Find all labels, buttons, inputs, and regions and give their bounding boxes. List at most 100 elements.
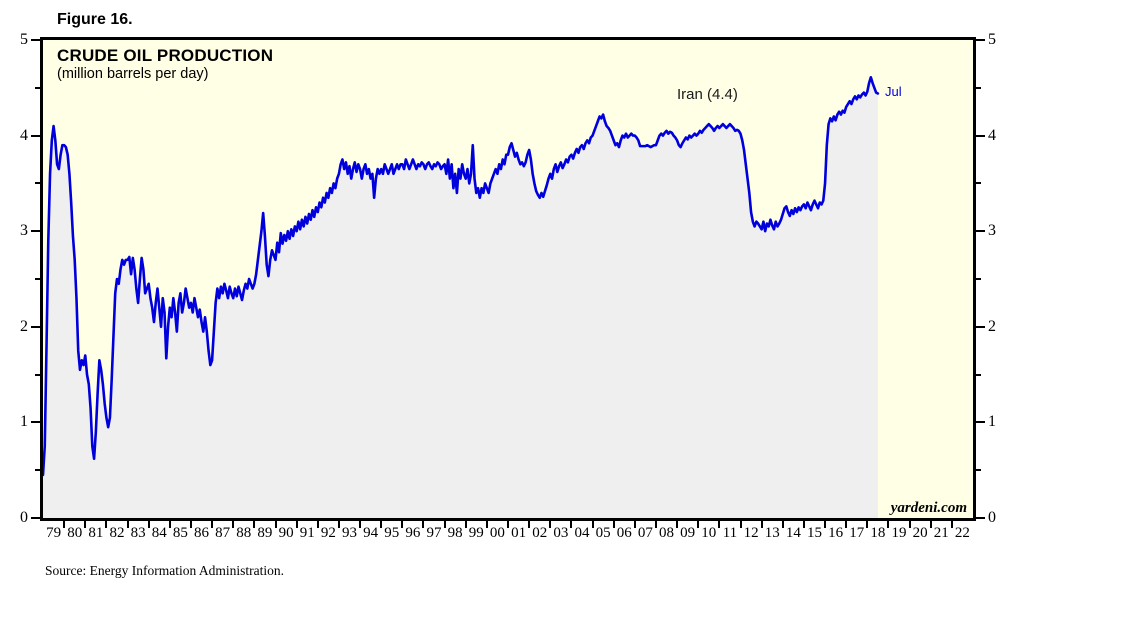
x-axis-tick <box>485 521 488 528</box>
x-axis-tick <box>887 521 890 528</box>
x-axis-year-label: 99 <box>468 525 484 541</box>
x-axis-year-label: 91 <box>299 525 315 541</box>
x-axis-tick <box>654 521 657 528</box>
x-axis-tick <box>739 521 742 528</box>
x-axis-tick <box>443 521 446 528</box>
series-annotation-iran: Iran (4.4) <box>677 86 738 103</box>
y-axis-label-left: 5 <box>20 31 28 48</box>
y-axis-minor-tick <box>976 182 981 185</box>
x-axis-year-label: 20 <box>912 525 928 541</box>
y-axis-major-tick <box>31 325 40 328</box>
x-axis-year-label: 22 <box>954 525 970 541</box>
x-axis-year-label: 79 <box>46 525 62 541</box>
x-axis-tick <box>422 521 425 528</box>
y-axis-label-right: 4 <box>988 126 996 144</box>
y-axis-minor-tick <box>976 86 981 89</box>
x-axis-year-label: 09 <box>680 525 696 541</box>
x-axis-tick <box>147 521 150 528</box>
y-axis-label-left: 1 <box>20 413 28 431</box>
x-axis-year-label: 17 <box>849 525 865 541</box>
x-axis-year-label: 12 <box>743 525 759 541</box>
x-axis-tick <box>295 521 298 528</box>
x-axis-tick <box>866 521 869 528</box>
y-axis-minor-tick <box>35 86 40 89</box>
y-axis-minor-tick <box>35 373 40 376</box>
x-axis-tick <box>824 521 827 528</box>
x-axis-tick <box>84 521 87 528</box>
x-axis-year-label: 18 <box>870 525 886 541</box>
x-axis-year-label: 92 <box>320 525 336 541</box>
x-axis-year-label: 04 <box>574 525 590 541</box>
x-axis-year-label: 85 <box>172 525 188 541</box>
y-axis-minor-tick <box>35 278 40 280</box>
x-axis-year-label: 05 <box>595 525 611 541</box>
x-axis-year-label: 06 <box>616 525 632 541</box>
x-axis-tick <box>908 521 911 528</box>
x-axis-tick <box>464 521 467 528</box>
y-axis-major-tick <box>976 39 985 41</box>
x-axis-tick <box>802 521 805 528</box>
x-axis-year-label: 80 <box>67 525 83 541</box>
chart-subtitle: (million barrels per day) <box>57 66 209 82</box>
y-axis-label-left: 0 <box>20 509 28 526</box>
x-axis-year-label: 94 <box>363 525 379 541</box>
area-fill <box>43 77 878 518</box>
x-axis-year-label: 90 <box>278 525 294 541</box>
x-axis-year-label: 16 <box>828 525 844 541</box>
x-axis-year-label: 88 <box>236 525 252 541</box>
y-axis-label-right: 5 <box>988 31 996 48</box>
x-axis-year-label: 03 <box>553 525 569 541</box>
x-axis-year-label: 01 <box>511 525 527 541</box>
y-axis-major-tick <box>31 39 40 41</box>
x-axis-tick <box>781 521 784 528</box>
x-axis-tick <box>380 521 383 528</box>
x-axis-year-label: 97 <box>426 525 442 541</box>
x-axis-tick <box>549 521 552 528</box>
x-axis-tick <box>168 521 171 528</box>
y-axis-label-right: 1 <box>988 413 996 431</box>
x-axis-year-label: 83 <box>130 525 146 541</box>
x-axis-year-label: 07 <box>637 525 653 541</box>
x-axis-tick <box>760 521 763 528</box>
production-line <box>43 75 880 477</box>
x-axis-tick <box>274 521 277 528</box>
x-axis-tick <box>105 521 108 528</box>
x-axis-tick <box>612 521 615 528</box>
x-axis-tick <box>570 521 573 528</box>
x-axis-tick <box>189 521 192 528</box>
x-axis-year-label: 95 <box>384 525 400 541</box>
y-axis-minor-tick <box>976 373 981 376</box>
x-axis-tick <box>718 521 721 528</box>
x-axis-year-label: 15 <box>806 525 822 541</box>
x-axis-tick <box>211 521 214 528</box>
x-axis-tick <box>676 521 679 528</box>
y-axis-major-tick <box>31 230 40 233</box>
y-axis-major-tick <box>976 517 985 519</box>
y-axis-major-tick <box>31 134 40 137</box>
x-axis-year-label: 11 <box>722 525 738 541</box>
x-axis-tick <box>359 521 362 528</box>
x-axis-tick <box>507 521 509 528</box>
x-axis-tick <box>253 521 256 528</box>
x-axis-year-label: 82 <box>109 525 125 541</box>
y-axis-major-tick <box>31 517 40 519</box>
x-axis-year-label: 08 <box>659 525 675 541</box>
x-axis-year-label: 19 <box>891 525 907 541</box>
last-point-label-jul: Jul <box>885 84 902 99</box>
y-axis-minor-tick <box>976 469 981 472</box>
x-axis-tick <box>63 521 66 528</box>
x-axis-year-label: 00 <box>489 525 505 541</box>
y-axis-major-tick <box>976 421 985 424</box>
y-axis-label-left: 4 <box>20 126 28 144</box>
y-axis-label-left: 3 <box>20 222 28 240</box>
y-axis-label-left: 2 <box>20 317 28 335</box>
x-axis-tick <box>929 521 932 528</box>
x-axis-tick <box>633 521 636 528</box>
chart-title: CRUDE OIL PRODUCTION <box>57 46 274 65</box>
x-axis-year-label: 10 <box>701 525 717 541</box>
x-axis-year-label: 89 <box>257 525 273 541</box>
x-axis-year-label: 13 <box>764 525 780 541</box>
x-axis-tick <box>401 521 404 528</box>
x-axis-year-label: 93 <box>341 525 357 541</box>
